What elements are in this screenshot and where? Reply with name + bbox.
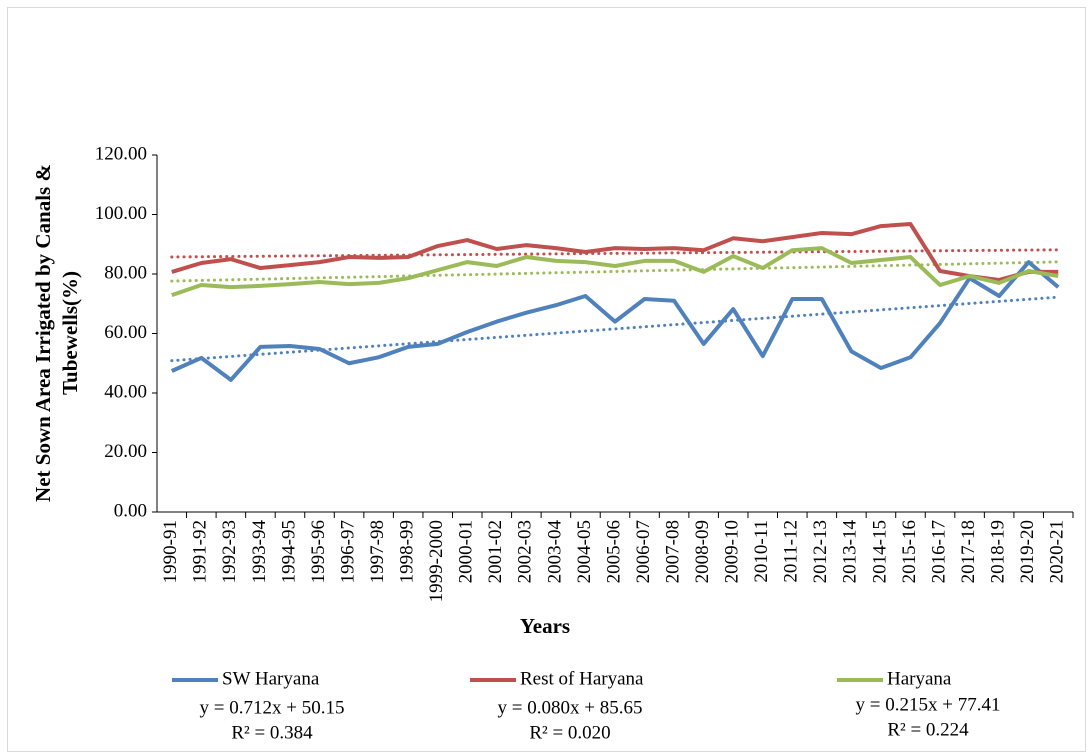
x-tick-label: 2016-17 [928,520,949,583]
x-tick-label: 1992-93 [219,520,240,583]
x-tick-label: 2009-10 [722,520,743,583]
x-tick-label: 1998-99 [397,520,418,583]
x-tick-label: 1991-92 [190,520,211,583]
trendline-equation: y = 0.080x + 85.65 [498,697,643,718]
x-tick-label: 2010-11 [751,520,772,583]
x-tick-label: 1993-94 [249,520,270,584]
x-tick-label: 1990-91 [160,520,181,583]
chart-frame [7,7,1086,752]
trendline-r2: R² = 0.384 [231,722,313,743]
x-tick-label: 1995-96 [308,520,329,583]
trendline-r2: R² = 0.224 [887,719,969,740]
trendline-equation: y = 0.712x + 50.15 [200,697,345,718]
legend-label: Haryana [887,668,952,689]
x-tick-label: 2011-12 [781,520,802,583]
series-line [170,260,1060,382]
x-tick-label: 2013-14 [840,520,861,584]
x-tick-label: 2002-03 [515,520,536,583]
x-tick-label: 2020-21 [1047,520,1068,583]
y-tick-label: 120.00 [95,143,147,164]
x-tick-label: 1996-97 [337,520,358,583]
x-tick-label: 1999-2000 [426,520,447,602]
x-tick-label: 1994-95 [278,520,299,583]
x-tick-label: 2012-13 [810,520,831,583]
trendline [170,260,1060,283]
x-tick-label: 2007-08 [662,520,683,583]
x-tick-label: 1997-98 [367,520,388,583]
x-tick-label: 2017-18 [958,520,979,583]
y-axis-title: Net Sown Area Irrigated by Canals & [31,164,55,502]
legend-label: SW Haryana [222,668,320,689]
y-axis-title: Tubewells(%) [58,271,82,395]
x-tick-label: 2008-09 [692,520,713,583]
x-tick-label: 2000-01 [456,520,477,583]
x-tick-label: 2019-20 [1017,520,1038,583]
y-tick-label: 60.00 [104,322,147,343]
x-tick-label: 2014-15 [869,520,890,583]
x-tick-label: 2003-04 [544,520,565,584]
y-tick-label: 100.00 [95,203,147,224]
x-tick-label: 2018-19 [987,520,1008,583]
y-tick-label: 0.00 [114,500,147,521]
trendline-equation: y = 0.215x + 77.41 [856,694,1001,715]
series-line [171,246,1059,298]
x-tick-label: 2001-02 [485,520,506,583]
trendline [170,248,1060,259]
legend-label: Rest of Haryana [520,668,644,689]
series-line [171,222,1059,282]
trendline-r2: R² = 0.020 [529,722,610,743]
trendline [170,295,1060,363]
y-tick-label: 40.00 [104,381,147,402]
y-tick-label: 20.00 [104,441,147,462]
y-tick-label: 80.00 [104,262,147,283]
x-tick-label: 2015-16 [899,520,920,583]
x-tick-label: 2004-05 [574,520,595,583]
x-tick-label: 2005-06 [603,520,624,583]
x-tick-label: 2006-07 [633,520,654,583]
x-axis-title: Years [520,614,570,638]
